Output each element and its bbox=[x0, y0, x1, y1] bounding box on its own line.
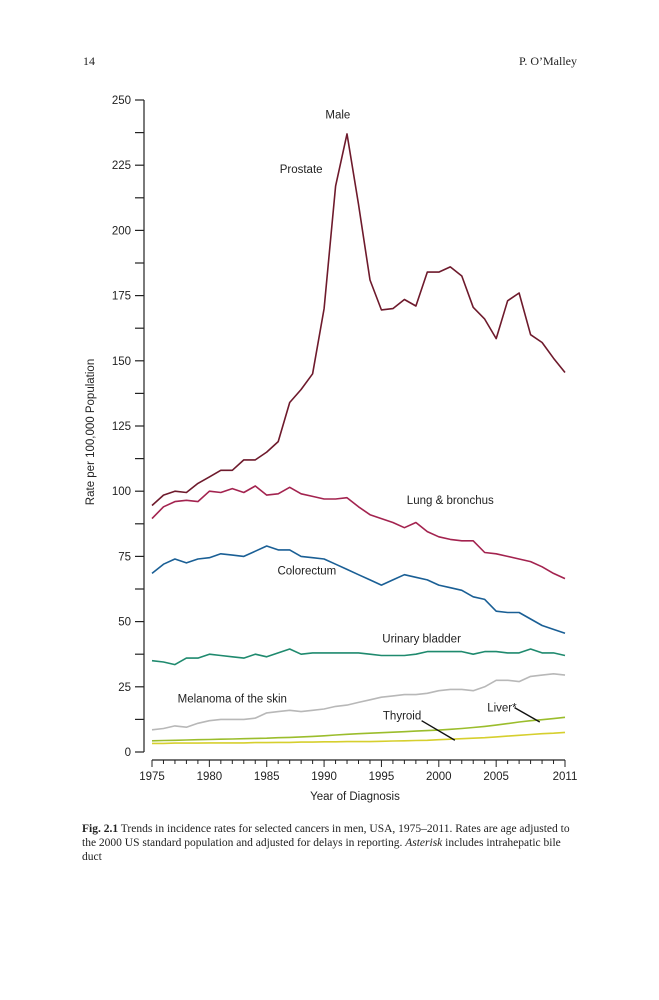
series-line-prostate bbox=[151, 133, 566, 507]
caption-text-before: Trends in incidence rates for selected c… bbox=[82, 823, 570, 849]
chart-series bbox=[151, 133, 566, 745]
x-tick-label-1990: 1990 bbox=[311, 771, 337, 783]
chart-annotations: Male Prostate Lung & bronchus Colorectum Uri… bbox=[178, 109, 541, 741]
annotation-melanoma-of-the-skin: Melanoma of the skin bbox=[178, 693, 287, 705]
y-tick-label-100: 100 bbox=[112, 486, 131, 498]
x-axis-label: Year of Diagnosis bbox=[310, 791, 400, 803]
pointer-line-thyroid bbox=[421, 720, 456, 741]
annotation-thyroid: Thyroid bbox=[383, 710, 421, 722]
annotation-male: Male bbox=[325, 109, 350, 121]
series-line-colorectum bbox=[151, 545, 566, 635]
annotation-prostate: Prostate bbox=[280, 164, 323, 176]
y-tick-label-50: 50 bbox=[118, 617, 131, 629]
running-head: P. O’Malley bbox=[519, 54, 577, 68]
pointer-line-liver bbox=[514, 707, 541, 723]
y-tick-label-175: 175 bbox=[112, 291, 131, 303]
chart-axes: 0 25 50 75 100 125 150 175 200 225 250 1975 1980 1985… bbox=[112, 95, 578, 783]
x-tick-label-1995: 1995 bbox=[369, 771, 395, 783]
series-line-lung bbox=[151, 485, 566, 580]
annotation-colorectum: Colorectum bbox=[277, 566, 336, 578]
annotation-urinary-bladder: Urinary bladder bbox=[382, 633, 461, 645]
y-tick-label-225: 225 bbox=[112, 160, 131, 172]
x-tick-label-2000: 2000 bbox=[426, 771, 452, 783]
y-axis-label: Rate per 100,000 Population bbox=[85, 359, 97, 505]
series-line-thyroid bbox=[152, 731, 566, 745]
x-tick-label-1975: 1975 bbox=[139, 771, 165, 783]
y-tick-label-200: 200 bbox=[112, 225, 131, 237]
annotation-liver: Liver* bbox=[487, 703, 517, 715]
series-line-melanoma bbox=[151, 672, 566, 731]
x-tick-label-2005: 2005 bbox=[483, 771, 509, 783]
page-number: 14 bbox=[83, 54, 95, 68]
y-tick-label-150: 150 bbox=[112, 356, 131, 368]
caption-text-after: includes intrahepatic bile duct bbox=[82, 837, 561, 863]
annotation-lung-bronchus: Lung & bronchus bbox=[407, 495, 494, 507]
incidence-trends-chart: 0 25 50 75 100 125 150 175 200 225 250 1975 1980 1985… bbox=[85, 95, 578, 803]
x-tick-label-1985: 1985 bbox=[254, 771, 280, 783]
x-tick-label-2011: 2011 bbox=[553, 771, 578, 783]
series-line-liver bbox=[151, 716, 566, 742]
series-line-bladder bbox=[151, 648, 566, 666]
y-tick-label-75: 75 bbox=[118, 551, 131, 563]
y-tick-label-25: 25 bbox=[118, 682, 131, 694]
caption-asterisk-word: Asterisk bbox=[405, 837, 443, 849]
figure-label: Fig. 2.1 bbox=[82, 823, 119, 835]
y-tick-label-125: 125 bbox=[112, 421, 131, 433]
y-tick-label-250: 250 bbox=[112, 95, 131, 107]
x-tick-label-1980: 1980 bbox=[197, 771, 223, 783]
y-tick-label-0: 0 bbox=[125, 747, 131, 759]
figure-caption: Fig. 2.1 Trends in incidence rates for s… bbox=[82, 822, 579, 864]
